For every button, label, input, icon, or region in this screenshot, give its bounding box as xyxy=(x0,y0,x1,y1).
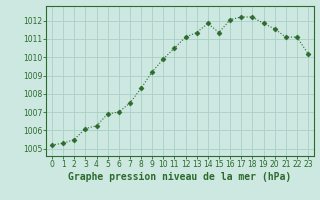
X-axis label: Graphe pression niveau de la mer (hPa): Graphe pression niveau de la mer (hPa) xyxy=(68,172,292,182)
